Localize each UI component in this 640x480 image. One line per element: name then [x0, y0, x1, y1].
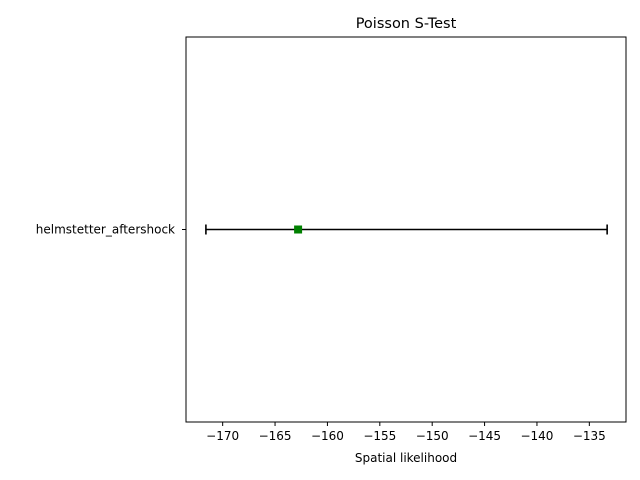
- y-tick-label: helmstetter_aftershock: [36, 223, 175, 237]
- marks-layer: [205, 224, 608, 235]
- x-tick-label: −165: [259, 429, 292, 443]
- x-tick-label: −155: [363, 429, 396, 443]
- x-tick-label: −135: [573, 429, 606, 443]
- x-tick-label: −160: [311, 429, 344, 443]
- x-axis-label: Spatial likelihood: [355, 451, 457, 465]
- chart-title: Poisson S-Test: [356, 16, 457, 32]
- x-tick-label: −150: [416, 429, 449, 443]
- x-axis-ticks: −170 −165 −160 −155 −150 −145 −140 −135: [206, 422, 606, 443]
- y-axis-ticks: helmstetter_aftershock: [36, 223, 186, 237]
- x-tick-label: −170: [206, 429, 239, 443]
- observed-marker: [294, 225, 303, 234]
- x-tick-label: −140: [520, 429, 553, 443]
- x-tick-label: −145: [468, 429, 501, 443]
